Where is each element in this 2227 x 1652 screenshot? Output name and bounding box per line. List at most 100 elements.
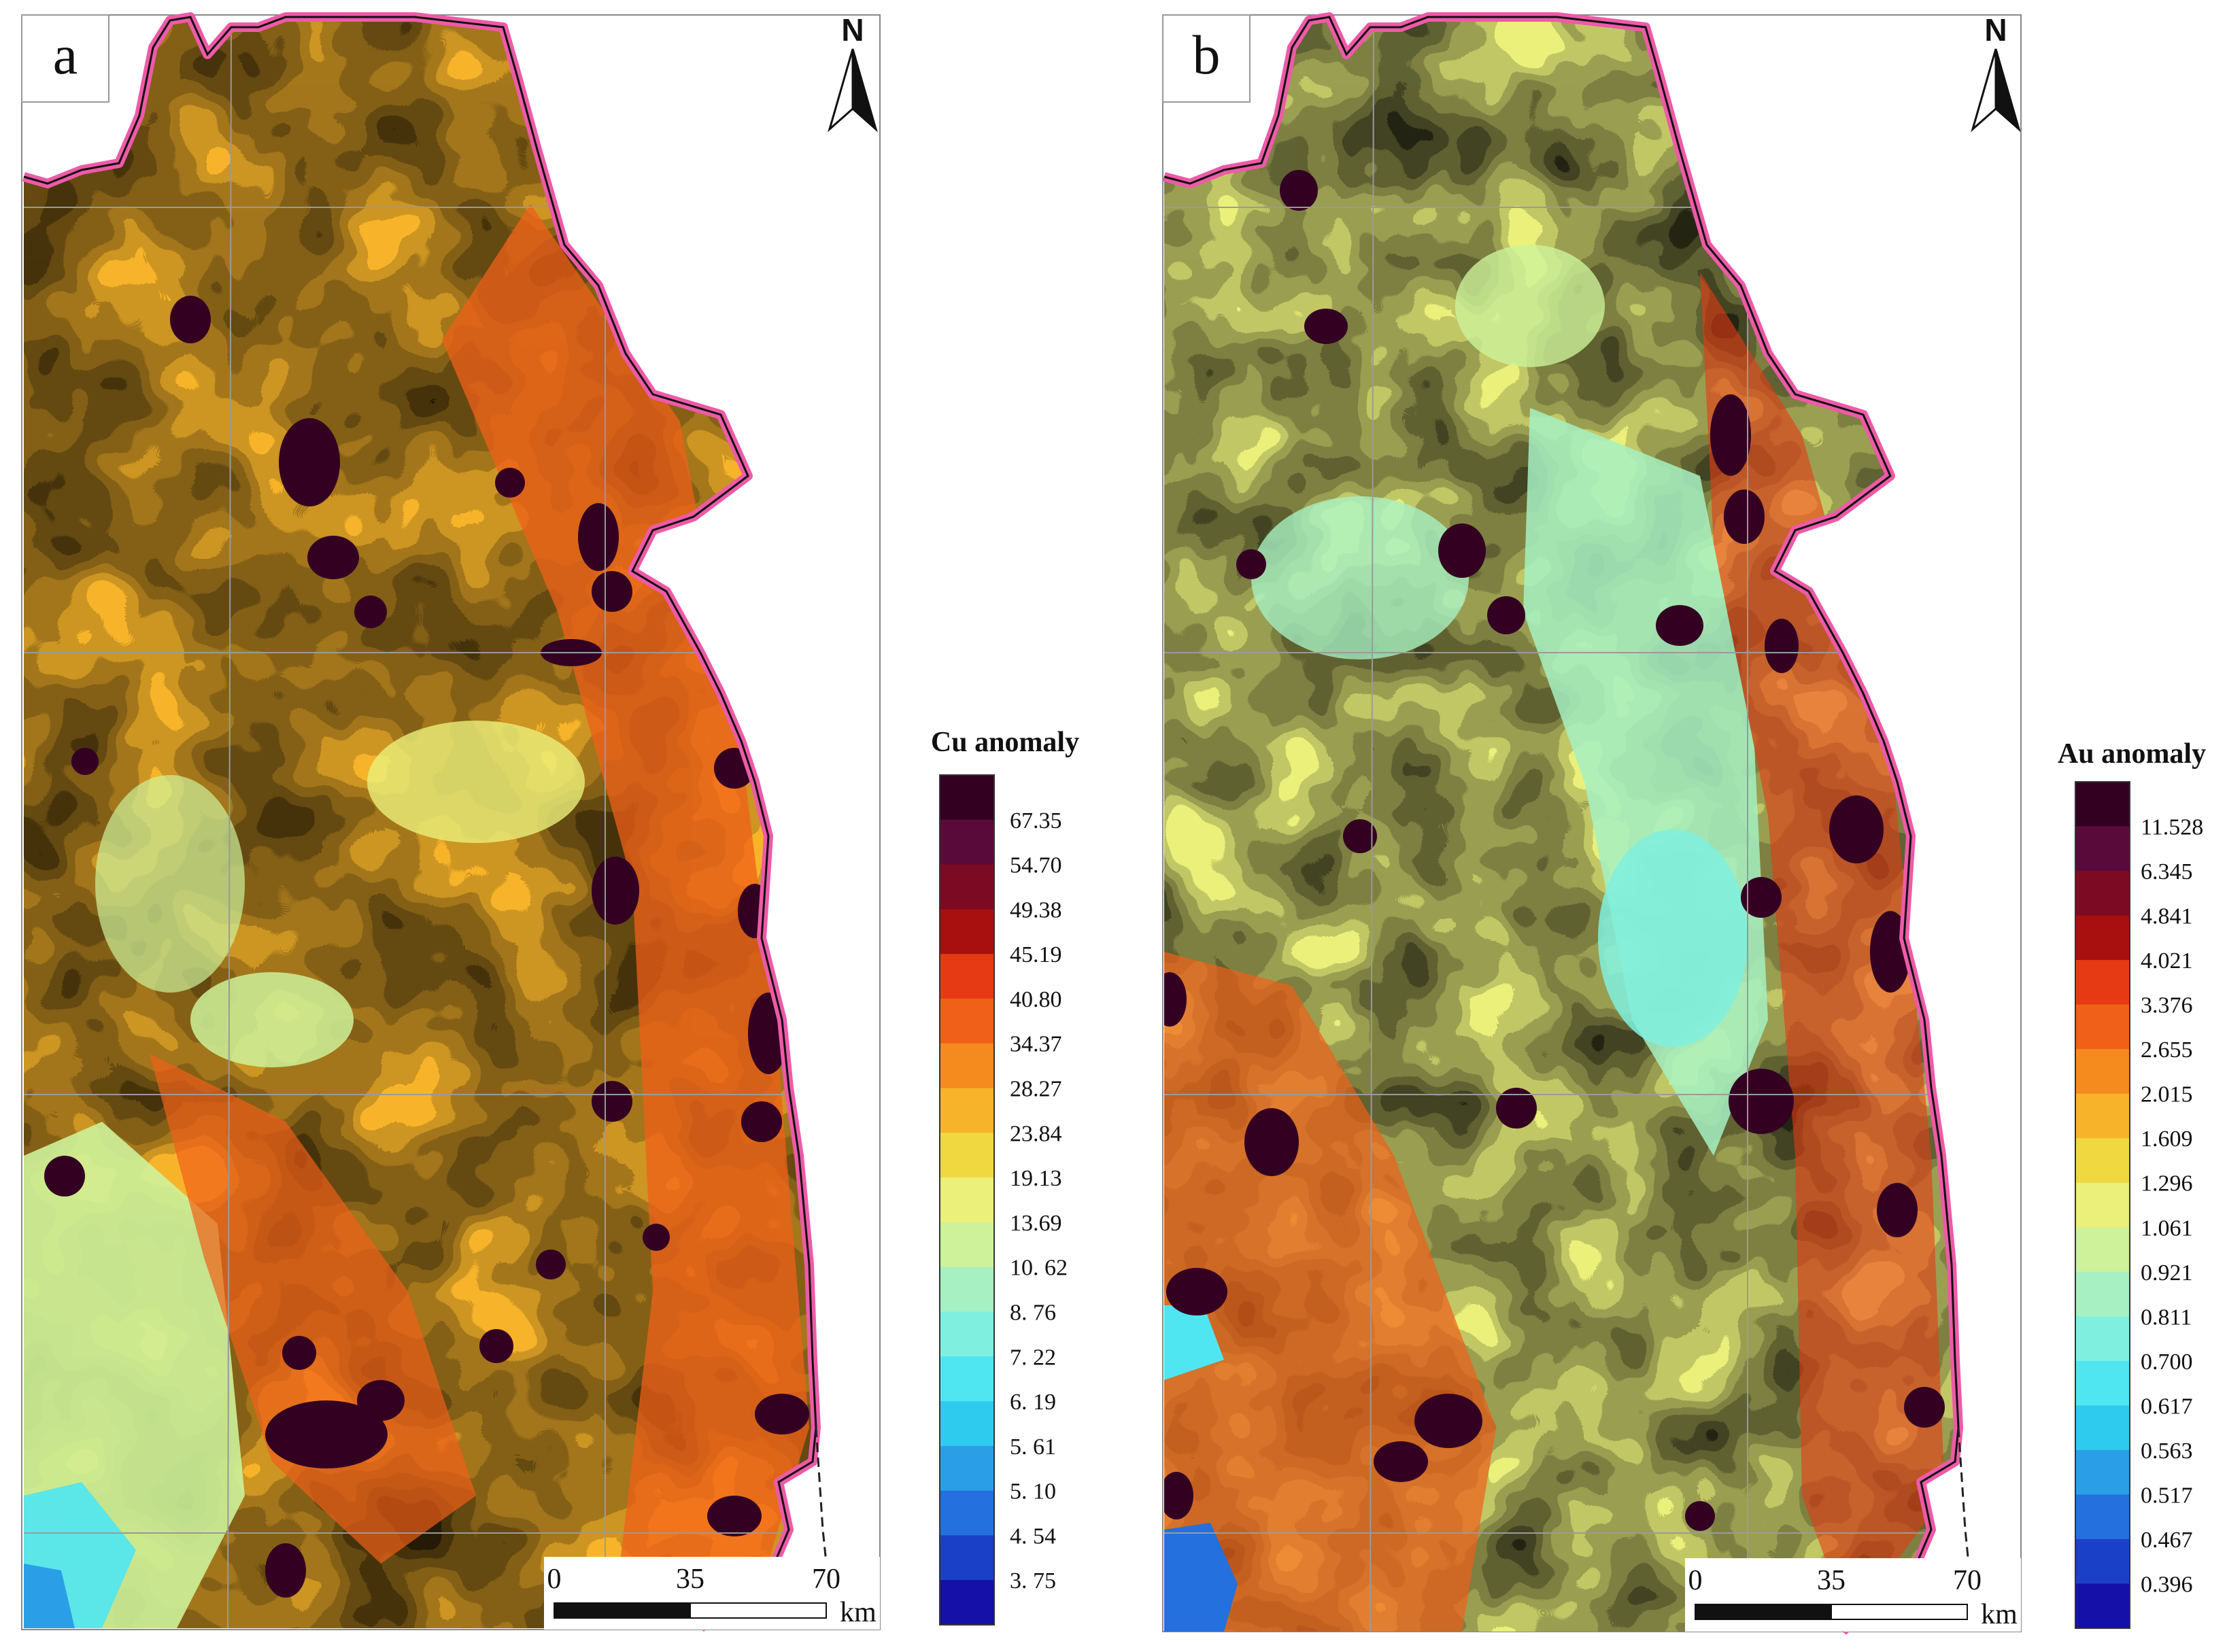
legend-swatch (940, 998, 994, 1044)
legend-value: 0.811 (2141, 1305, 2192, 1330)
scale-unit-a: km (840, 1597, 877, 1628)
legend-value: 0.467 (2141, 1528, 2193, 1553)
legend-value: 2.655 (2141, 1037, 2193, 1063)
legend-value: 19.13 (1010, 1166, 1062, 1191)
legend-swatch (940, 909, 994, 954)
scale-bar-b: 0 35 70 km (1685, 1558, 2021, 1632)
legend-swatch (940, 1580, 994, 1625)
legend-a: Cu anomaly 67.35 54.70 49.38 45.19 40.80 34.3… (931, 727, 1079, 1625)
legend-frame (939, 774, 995, 1625)
scale-tick-a-2: 70 (812, 1564, 840, 1595)
legend-swatch (940, 1177, 994, 1223)
legend-value: 3.376 (2141, 993, 2193, 1018)
scale-tick-b-2: 70 (1953, 1565, 1982, 1596)
scale-tick-a-0: 0 (547, 1564, 562, 1595)
legend-value: 5. 61 (1010, 1434, 1056, 1460)
legend-value: 5. 10 (1010, 1479, 1056, 1504)
legend-title-a: Cu anomaly (931, 727, 1079, 758)
legend-value: 49.38 (1010, 897, 1062, 923)
legend-swatch (2075, 871, 2130, 916)
panel-label-b: b (1193, 24, 1221, 86)
legend-swatch (940, 819, 994, 865)
scale-tick-b-0: 0 (1688, 1565, 1703, 1596)
scale-tick-b-1: 35 (1817, 1565, 1846, 1596)
legend-swatch (2075, 826, 2130, 872)
panel-b: b N 0 35 70 km Au anomaly 11.528 6.345 4.8… (1162, 12, 2206, 1635)
legend-value: 54.70 (1010, 853, 1062, 878)
legend-value: 7. 22 (1010, 1345, 1056, 1370)
legend-swatch (940, 954, 994, 999)
legend-swatch (2075, 960, 2130, 1005)
legend-swatch (940, 1356, 994, 1402)
north-arrow-a: N (828, 12, 878, 133)
legend-value: 13.69 (1010, 1211, 1062, 1236)
legend-value: 45.19 (1010, 942, 1062, 967)
legend-swatch (940, 1222, 994, 1268)
legend-swatch (2075, 1138, 2130, 1184)
legend-swatch (940, 1535, 994, 1581)
legend-value: 11.528 (2141, 815, 2203, 840)
legend-value: 23.84 (1010, 1121, 1062, 1146)
panel-label-box-a (21, 14, 109, 103)
panel-label-a: a (53, 24, 78, 86)
legend-title-b: Au anomaly (2058, 738, 2206, 770)
legend-swatch (940, 864, 994, 910)
north-label-b: N (1984, 12, 2007, 48)
legend-swatch (2075, 1227, 2130, 1273)
legend-value: 0.563 (2141, 1439, 2193, 1464)
legend-frame (2075, 781, 2130, 1629)
legend-value: 0.517 (2141, 1483, 2193, 1508)
legend-value: 40.80 (1010, 987, 1062, 1012)
legend-value: 0.921 (2141, 1260, 2193, 1286)
legend-value: 0.617 (2141, 1394, 2193, 1419)
legend-value: 4. 54 (1010, 1524, 1056, 1549)
legend-b: Au anomaly 11.528 6.345 4.841 4.021 3.376 2.6… (2058, 738, 2206, 1629)
legend-swatch (940, 1133, 994, 1178)
scale-tick-a-1: 35 (676, 1564, 704, 1595)
legend-value: 0.700 (2141, 1349, 2193, 1375)
legend-value: 0.396 (2141, 1572, 2193, 1597)
legend-swatch (2075, 1449, 2130, 1495)
legend-swatch (940, 1445, 994, 1492)
legend-value: 6.345 (2141, 859, 2193, 884)
legend-value: 34.37 (1010, 1032, 1062, 1057)
panel-label-box-b (1162, 14, 1251, 103)
legend-value: 4.021 (2141, 948, 2193, 974)
legend-swatch (2075, 1316, 2130, 1362)
legend-value: 1.061 (2141, 1216, 2193, 1241)
legend-swatch (2075, 1271, 2130, 1317)
legend-swatch (2075, 1538, 2130, 1584)
legend-swatch (940, 1490, 994, 1536)
north-label-a: N (841, 12, 864, 48)
legend-value: 2.015 (2141, 1082, 2193, 1107)
legend-swatch (940, 1401, 994, 1447)
north-arrow-b: N (1971, 12, 2021, 133)
legend-swatch (2075, 1004, 2130, 1050)
legend-swatch (2075, 1494, 2130, 1540)
legend-swatch (940, 775, 994, 821)
scale-bar-a: 0 35 70 km (544, 1557, 880, 1630)
legend-value: 8. 76 (1010, 1300, 1056, 1325)
legend-swatch (2075, 915, 2130, 961)
legend-swatch (940, 1267, 994, 1312)
legend-value: 1.609 (2141, 1126, 2193, 1152)
legend-value: 10. 62 (1010, 1256, 1068, 1281)
legend-value: 67.35 (1010, 808, 1062, 833)
legend-swatch (940, 1043, 994, 1089)
legend-value: 6. 19 (1010, 1390, 1056, 1415)
legend-swatch (2075, 1583, 2130, 1629)
legend-swatch (2075, 1405, 2130, 1451)
legend-swatch (2075, 1049, 2130, 1095)
legend-swatch (2075, 782, 2130, 827)
legend-swatch (2075, 1182, 2130, 1228)
legend-swatch (940, 1088, 994, 1133)
legend-value: 3. 75 (1010, 1568, 1056, 1594)
legend-swatch (2075, 1093, 2130, 1139)
panel-a: a N 0 35 70 km Cu anomaly 67.35 54.70 49.3… (21, 12, 1079, 1632)
legend-value: 28.27 (1010, 1077, 1062, 1102)
legend-value: 1.296 (2141, 1171, 2193, 1197)
legend-swatch (940, 1311, 994, 1357)
legend-value: 4.841 (2141, 904, 2193, 929)
cu-anomaly-surface (24, 17, 816, 1628)
